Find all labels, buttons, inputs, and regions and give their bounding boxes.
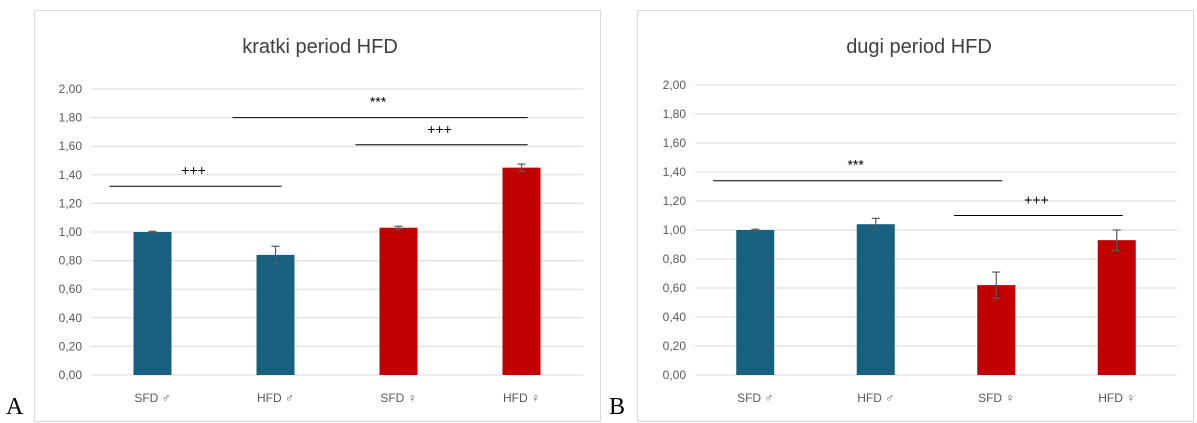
bar-2: [856, 224, 895, 375]
panel-label-b: B: [609, 394, 626, 420]
bar-4: [1097, 240, 1136, 375]
significance-label: +++: [1024, 192, 1049, 208]
y-tick-label: 1,00: [663, 223, 687, 237]
y-tick-label: 0,20: [663, 339, 687, 353]
y-tick-label: 0,60: [663, 281, 687, 295]
bar-3: [379, 227, 418, 375]
x-tick-label: HFD ♂: [257, 391, 294, 405]
y-tick-label: 1,40: [663, 165, 687, 179]
chart-panel-b: dugi period HFD 0,00 0,20 0,40 0,60 0,80 1,00 1…: [637, 10, 1194, 422]
x-tick-label: SFD ♀: [978, 391, 1014, 405]
chart-title: dugi period HFD: [846, 36, 992, 58]
y-tick-label: 1,40: [59, 168, 83, 182]
x-tick-label: HFD ♂: [857, 391, 894, 405]
panel-label-a: A: [6, 394, 24, 420]
significance-label: +++: [181, 162, 206, 178]
y-tick-label: 0,40: [663, 310, 687, 324]
significance-label: ***: [847, 157, 864, 173]
y-tick-label: 1,80: [59, 111, 83, 125]
y-tick-label: 2,00: [663, 78, 687, 92]
x-tick-label: HFD ♀: [1098, 391, 1135, 405]
x-tick-label: SFD ♂: [737, 391, 773, 405]
bar-1: [736, 230, 775, 375]
chart-b-svg: dugi period HFD 0,00 0,20 0,40 0,60 0,80 1,00 1…: [663, 36, 1177, 405]
significance-label: +++: [427, 121, 452, 137]
y-tick-label: 1,80: [663, 107, 687, 121]
y-tick-label: 0,60: [59, 282, 83, 296]
chart-panel-a: kratki period HFD 0,00 0,20 0,40 0,60 0,80 1,0…: [34, 10, 601, 422]
x-tick-label: SFD ♀: [380, 391, 416, 405]
y-tick-label: 0,80: [663, 252, 687, 266]
y-tick-label: 1,00: [59, 225, 83, 239]
y-tick-label: 0,00: [59, 368, 83, 382]
y-tick-label: 1,20: [59, 196, 83, 210]
y-tick-label: 2,00: [59, 82, 83, 96]
y-tick-label: 0,00: [663, 368, 687, 382]
y-tick-label: 1,60: [59, 139, 83, 153]
significance-label: ***: [370, 94, 387, 110]
x-tick-label: HFD ♀: [503, 391, 540, 405]
y-tick-label: 0,80: [59, 254, 83, 268]
bar-4: [502, 167, 541, 375]
chart-a-svg: kratki period HFD 0,00 0,20 0,40 0,60 0,80 1,0…: [59, 36, 583, 405]
y-tick-label: 0,40: [59, 311, 83, 325]
x-tick-label: SFD ♂: [134, 391, 170, 405]
bar-1: [133, 232, 172, 375]
y-tick-label: 1,20: [663, 194, 687, 208]
bar-3: [977, 285, 1016, 375]
bar-2: [256, 254, 295, 375]
y-tick-label: 0,20: [59, 339, 83, 353]
y-tick-label: 1,60: [663, 136, 687, 150]
chart-title: kratki period HFD: [242, 36, 398, 58]
